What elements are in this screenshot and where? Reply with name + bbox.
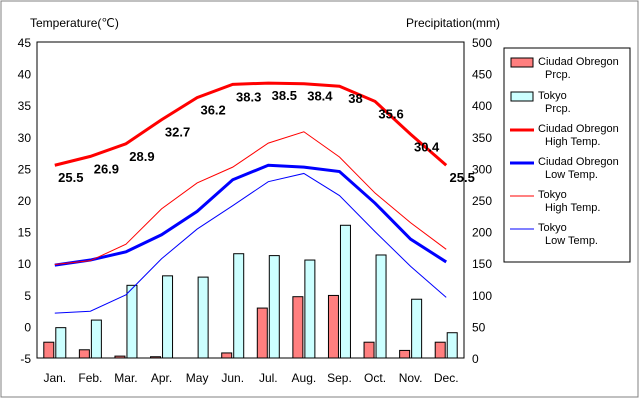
legend-entry: Ciudad Obregon Low Temp. bbox=[538, 156, 619, 181]
legend: Ciudad Obregon Prcp. Tokyo Prcp. Ciudad Obre… bbox=[503, 47, 631, 263]
data-label: 38.4 bbox=[307, 89, 333, 104]
bar-tokyo-prcp bbox=[339, 224, 351, 359]
bar-ciudad-obregon-prcp bbox=[43, 341, 55, 359]
x-tick-label: Oct. bbox=[364, 371, 386, 385]
bar-ciudad-obregon-prcp bbox=[292, 296, 304, 359]
line-tokyo-high-temp bbox=[54, 131, 447, 265]
left-tick-label: 35 bbox=[18, 99, 32, 113]
data-label: 25.5 bbox=[450, 170, 475, 185]
data-label: 25.5 bbox=[58, 170, 83, 185]
line-tokyo-low-temp bbox=[54, 172, 447, 314]
bar-tokyo-prcp bbox=[162, 275, 174, 359]
right-tick-label: 250 bbox=[472, 194, 492, 208]
data-label: 32.7 bbox=[165, 125, 190, 140]
bar-ciudad-obregon-prcp bbox=[363, 341, 375, 359]
left-tick-label: 45 bbox=[18, 36, 32, 50]
legend-swatch bbox=[510, 91, 534, 102]
data-label: 26.9 bbox=[94, 161, 119, 176]
bar-tokyo-prcp bbox=[411, 298, 423, 359]
x-tick-label: Mar. bbox=[114, 371, 137, 385]
right-tick-label: 150 bbox=[472, 257, 492, 271]
bar-ciudad-obregon-prcp bbox=[256, 307, 268, 359]
bar-tokyo-prcp bbox=[233, 253, 245, 359]
right-tick-label: 50 bbox=[472, 320, 486, 334]
left-tick-label: -5 bbox=[20, 352, 31, 366]
x-tick-label: Feb. bbox=[78, 371, 102, 385]
bar-ciudad-obregon-prcp bbox=[221, 352, 233, 359]
legend-entry: Tokyo Prcp. bbox=[538, 90, 571, 115]
line-ciudad-obregon-high-temp bbox=[54, 81, 448, 167]
left-tick-label: 10 bbox=[18, 257, 32, 271]
data-label: 38.3 bbox=[236, 89, 261, 104]
x-tick-label: Jul. bbox=[259, 371, 278, 385]
bar-ciudad-obregon-prcp bbox=[78, 349, 90, 359]
left-tick-label: 20 bbox=[18, 194, 32, 208]
right-tick-label: 300 bbox=[472, 162, 492, 176]
left-tick-label: 25 bbox=[18, 162, 32, 176]
temperature-lines bbox=[54, 81, 448, 314]
bar-tokyo-prcp bbox=[55, 327, 67, 359]
left-tick-label: 5 bbox=[24, 289, 31, 303]
right-tick-label: 200 bbox=[472, 226, 492, 240]
left-tick-label: 40 bbox=[18, 68, 32, 82]
x-tick-label: Apr. bbox=[151, 371, 172, 385]
legend-swatch bbox=[510, 57, 534, 68]
right-tick-label: 450 bbox=[472, 68, 492, 82]
bar-tokyo-prcp bbox=[304, 259, 316, 359]
bar-ciudad-obregon-prcp bbox=[327, 294, 339, 359]
x-tick-label: Jun. bbox=[221, 371, 244, 385]
data-label: 38.5 bbox=[272, 88, 297, 103]
bar-tokyo-prcp bbox=[197, 276, 209, 359]
right-tick-label: 400 bbox=[472, 99, 492, 113]
bar-tokyo-prcp bbox=[446, 332, 458, 359]
bar-tokyo-prcp bbox=[268, 255, 280, 359]
right-tick-label: 500 bbox=[472, 36, 492, 50]
right-axis-label: Precipitation(mm) bbox=[406, 16, 500, 30]
bar-tokyo-prcp bbox=[375, 254, 387, 359]
x-tick-labels: Jan. Feb. Mar. Apr. May Jun. Jul. Aug. Sep. Oct. N… bbox=[43, 371, 458, 385]
data-label: 35.6 bbox=[378, 106, 403, 121]
legend-box bbox=[503, 47, 631, 263]
x-tick-label: Jan. bbox=[43, 371, 66, 385]
data-label: 38 bbox=[348, 91, 362, 106]
data-labels: 25.5 26.9 28.9 32.7 36.2 38.3 38.5 38.4 38 35.6 30… bbox=[58, 88, 475, 185]
legend-entry: Ciudad Obregon High Temp. bbox=[538, 123, 619, 148]
left-tick-label: 0 bbox=[24, 320, 31, 334]
bar-tokyo-prcp bbox=[126, 284, 138, 359]
left-tick-label: 30 bbox=[18, 131, 32, 145]
x-tick-label: May bbox=[186, 371, 209, 385]
precipitation-bars bbox=[43, 224, 458, 359]
data-label: 36.2 bbox=[200, 103, 225, 118]
legend-entry: Tokyo High Temp. bbox=[538, 189, 600, 214]
line-ciudad-obregon-low-temp bbox=[54, 163, 448, 267]
x-tick-label: Dec. bbox=[434, 371, 459, 385]
left-tick-label: 15 bbox=[18, 226, 32, 240]
x-tick-label: Nov. bbox=[399, 371, 423, 385]
bar-ciudad-obregon-prcp bbox=[434, 341, 446, 359]
right-tick-label: 0 bbox=[472, 352, 479, 366]
data-label: 28.9 bbox=[129, 149, 154, 164]
data-label: 30.4 bbox=[414, 139, 440, 154]
x-tick-label: Aug. bbox=[292, 371, 317, 385]
left-tick-labels: 45 40 35 30 25 20 15 10 5 0 -5 bbox=[18, 36, 32, 366]
bar-ciudad-obregon-prcp bbox=[399, 349, 411, 359]
x-tick-label: Sep. bbox=[327, 371, 352, 385]
bar-tokyo-prcp bbox=[90, 319, 102, 359]
legend-entry: Ciudad Obregon Prcp. bbox=[538, 56, 619, 81]
plot-area bbox=[36, 41, 465, 359]
legend-entry: Tokyo Low Temp. bbox=[538, 222, 598, 247]
left-axis-label: Temperature(℃) bbox=[30, 16, 119, 30]
right-tick-label: 100 bbox=[472, 289, 492, 303]
right-tick-label: 350 bbox=[472, 131, 492, 145]
